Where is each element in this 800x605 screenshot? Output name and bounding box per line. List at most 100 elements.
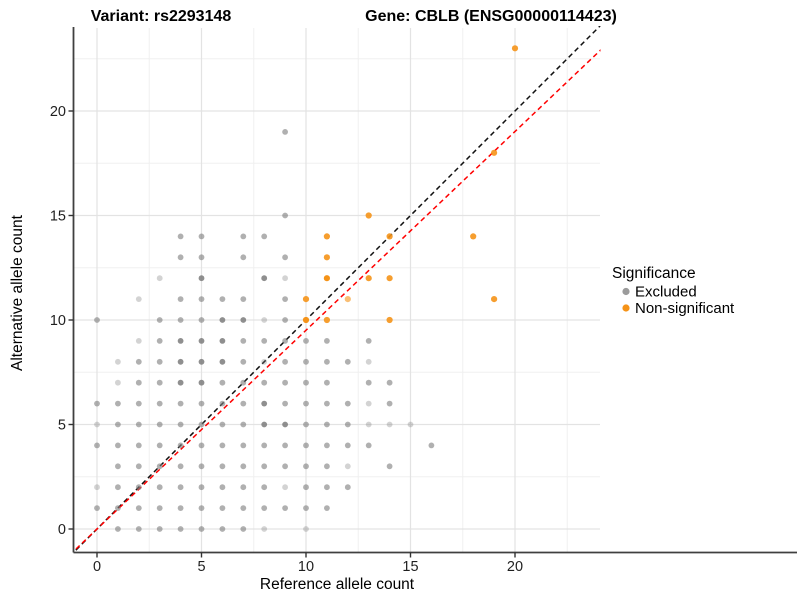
panel-axes — [68, 27, 797, 558]
data-point-excluded — [282, 379, 288, 386]
data-point-excluded — [198, 296, 205, 302]
data-point-excluded — [198, 442, 205, 449]
x-tick-label: 10 — [298, 559, 314, 575]
data-point-excluded — [115, 442, 121, 449]
data-point-excluded — [303, 338, 309, 344]
data-point-excluded — [219, 338, 226, 344]
data-point-excluded — [303, 400, 309, 407]
x-axis-title: Reference allele count — [260, 576, 415, 593]
data-point-excluded — [94, 505, 100, 511]
data-point-excluded — [261, 526, 268, 532]
data-point-excluded — [261, 400, 268, 407]
data-point-excluded — [240, 254, 247, 261]
data-point-excluded — [303, 442, 309, 449]
data-point-excluded — [135, 442, 142, 449]
x-tick-label: 0 — [93, 559, 101, 575]
data-point-excluded — [156, 421, 163, 428]
data-point-excluded — [261, 358, 268, 365]
data-point-excluded — [115, 400, 121, 407]
axis-tick-labels: 0 5 10 15 20 0 5 10 15 20 — [50, 104, 523, 575]
data-point-non-significant — [323, 275, 330, 282]
data-point-excluded — [261, 338, 268, 344]
data-point-excluded — [324, 400, 330, 407]
legend: Significance Excluded Non-significant — [612, 265, 735, 317]
data-point-excluded — [344, 442, 351, 449]
data-point-excluded — [198, 275, 205, 282]
data-point-excluded — [177, 254, 184, 261]
data-point-excluded — [135, 421, 142, 428]
data-point-excluded — [177, 526, 184, 532]
plot-title-variant: Variant: rs2293148 — [91, 8, 232, 25]
data-point-excluded — [198, 358, 205, 365]
data-point-excluded — [240, 484, 247, 491]
data-point-excluded — [115, 421, 121, 428]
data-point-non-significant — [511, 45, 519, 52]
data-point-excluded — [177, 296, 184, 302]
y-axis-title: Alternative allele count — [9, 214, 26, 371]
y-tick-label: 15 — [50, 209, 66, 225]
data-point-non-significant — [365, 212, 372, 219]
data-point-excluded — [261, 463, 268, 470]
data-point-excluded — [115, 526, 121, 532]
data-point-excluded — [324, 358, 330, 365]
data-point-excluded — [94, 421, 100, 428]
data-point-excluded — [282, 254, 288, 261]
data-point-non-significant — [344, 296, 351, 303]
data-point-excluded — [407, 421, 414, 428]
data-point-excluded — [177, 317, 184, 323]
data-point-excluded — [219, 505, 226, 511]
data-point-non-significant — [323, 316, 330, 324]
data-point-excluded — [303, 358, 309, 365]
x-tick-label: 5 — [197, 559, 205, 575]
data-point-excluded — [198, 338, 205, 344]
data-point-non-significant — [323, 254, 330, 261]
data-point-non-significant — [386, 233, 393, 240]
legend-title: Significance — [612, 265, 696, 282]
data-point-excluded — [115, 358, 121, 365]
x-tick-label: 15 — [402, 559, 418, 575]
data-point-excluded — [261, 484, 268, 491]
data-point-excluded — [115, 484, 121, 491]
data-point-excluded — [135, 338, 142, 344]
data-point-excluded — [240, 358, 247, 365]
data-point-excluded — [177, 505, 184, 511]
data-point-excluded — [156, 379, 163, 386]
data-point-excluded — [198, 254, 205, 261]
data-point-excluded — [156, 526, 163, 532]
data-point-excluded — [94, 484, 100, 491]
data-point-excluded — [282, 463, 288, 470]
y-tick-label: 10 — [50, 313, 66, 329]
data-point-excluded — [365, 338, 372, 344]
data-point-excluded — [240, 526, 247, 532]
data-point-non-significant — [470, 233, 477, 240]
data-point-excluded — [198, 317, 205, 323]
data-point-excluded — [156, 400, 163, 407]
ratio-line — [73, 49, 601, 553]
data-point-excluded — [240, 233, 247, 240]
data-point-excluded — [261, 275, 268, 282]
data-point-excluded — [219, 400, 226, 407]
data-point-excluded — [365, 400, 372, 407]
data-point-excluded — [156, 317, 163, 323]
data-point-excluded — [303, 421, 309, 428]
data-point-excluded — [365, 442, 372, 449]
data-point-excluded — [177, 400, 184, 407]
data-point-excluded — [135, 358, 142, 365]
data-point-excluded — [219, 296, 226, 302]
data-point-excluded — [219, 526, 226, 532]
data-point-excluded — [240, 296, 247, 302]
data-point-excluded — [219, 463, 226, 470]
data-point-excluded — [135, 526, 142, 532]
data-point-excluded — [135, 484, 142, 491]
data-point-excluded — [240, 400, 247, 407]
data-point-excluded — [219, 442, 226, 449]
data-point-excluded — [344, 484, 351, 491]
data-point-excluded — [240, 338, 247, 344]
data-point-excluded — [303, 484, 309, 491]
data-point-excluded — [324, 338, 330, 344]
data-point-excluded — [261, 505, 268, 511]
data-point-excluded — [219, 484, 226, 491]
data-point-excluded — [240, 317, 247, 323]
legend-dot-non-significant — [622, 304, 630, 312]
data-point-excluded — [177, 484, 184, 491]
